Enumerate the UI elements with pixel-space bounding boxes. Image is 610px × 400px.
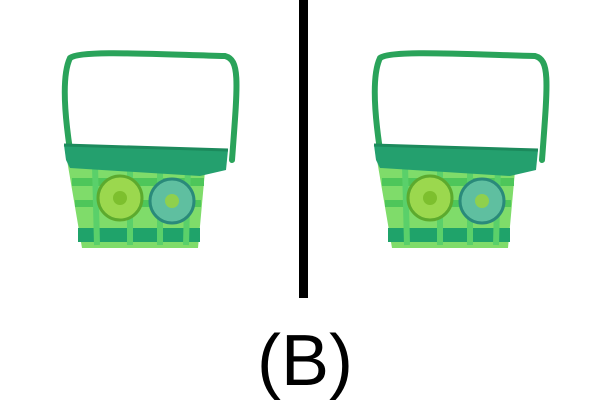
basket-image (64, 53, 236, 248)
basket-image (374, 53, 546, 248)
divider (299, 0, 308, 298)
option-label: (B) (257, 321, 353, 400)
